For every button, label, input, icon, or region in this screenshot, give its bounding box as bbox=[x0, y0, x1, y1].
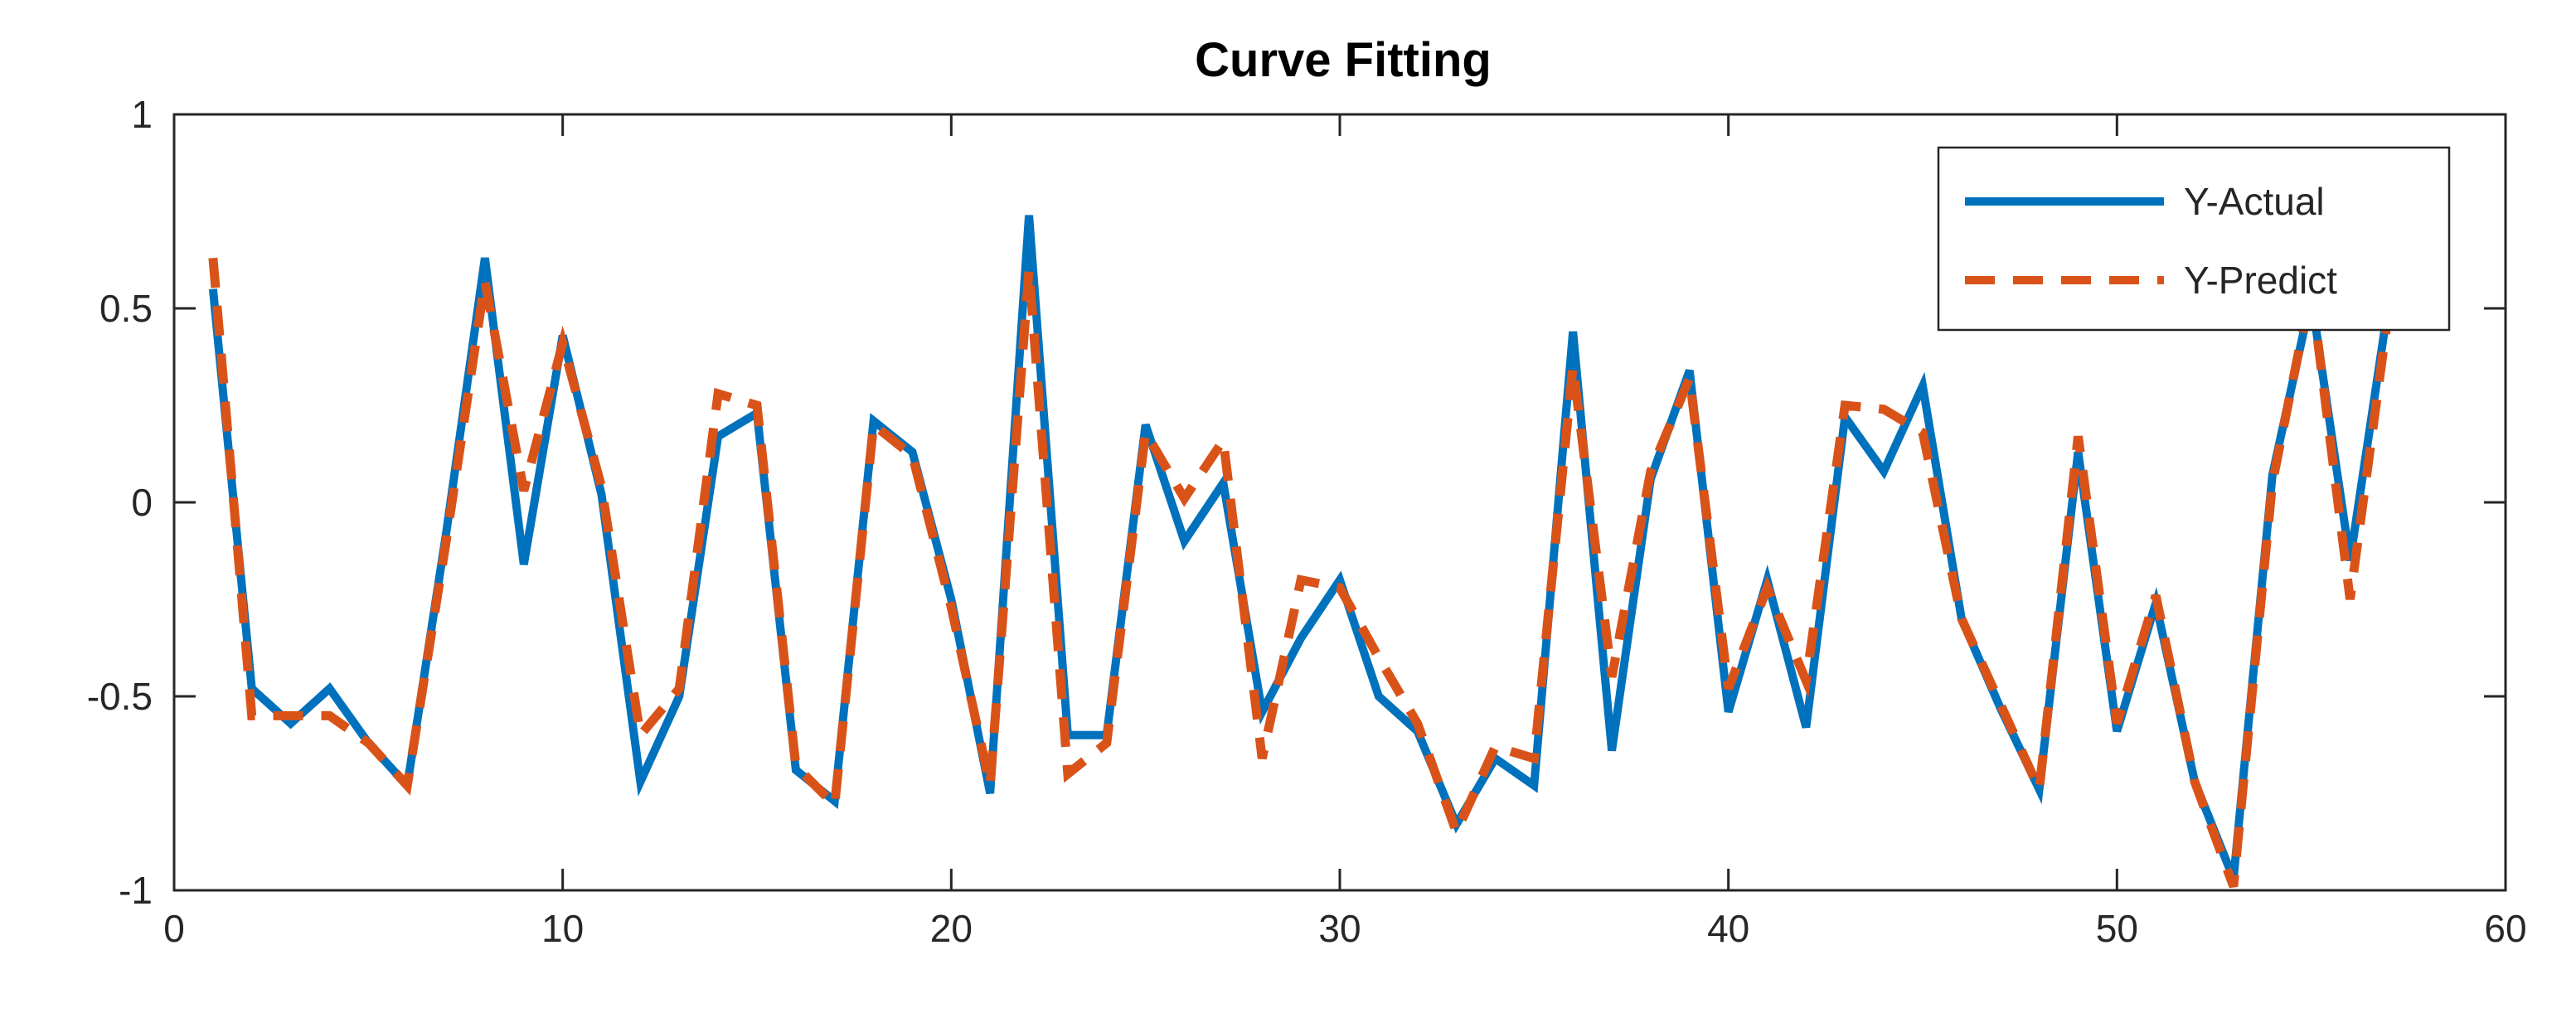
legend-box bbox=[1937, 146, 2451, 332]
y-tick-label-0-5: 0.5 bbox=[99, 287, 153, 330]
chart-title: Curve Fitting bbox=[1195, 33, 1492, 87]
x-tick-label-30: 30 bbox=[1318, 907, 1361, 950]
legend-label-y-predict: Y-Predict bbox=[2184, 259, 2337, 302]
x-tick-label-0: 0 bbox=[163, 907, 185, 950]
legend: Y-Actual Y-Predict bbox=[1937, 146, 2451, 332]
y-tick-label-0-5: -0.5 bbox=[87, 675, 153, 718]
x-tick-label-20: 20 bbox=[930, 907, 973, 950]
y-tick-label-0: 0 bbox=[131, 481, 153, 524]
axis-layer: 0 10 20 30 40 50 60 -1 -0.5 0 0.5 1 bbox=[87, 93, 2527, 950]
x-tick-label-50: 50 bbox=[2096, 907, 2138, 950]
y-tick-label-1: 1 bbox=[131, 93, 153, 136]
x-tick-label-60: 60 bbox=[2484, 907, 2526, 950]
y-tick-label-1: -1 bbox=[119, 869, 153, 912]
x-tick-label-40: 40 bbox=[1707, 907, 1749, 950]
series-line-y-predict bbox=[208, 257, 2394, 889]
legend-label-y-actual: Y-Actual bbox=[2184, 180, 2325, 223]
series-layer bbox=[208, 215, 2394, 889]
x-tick-label-10: 10 bbox=[541, 907, 584, 950]
